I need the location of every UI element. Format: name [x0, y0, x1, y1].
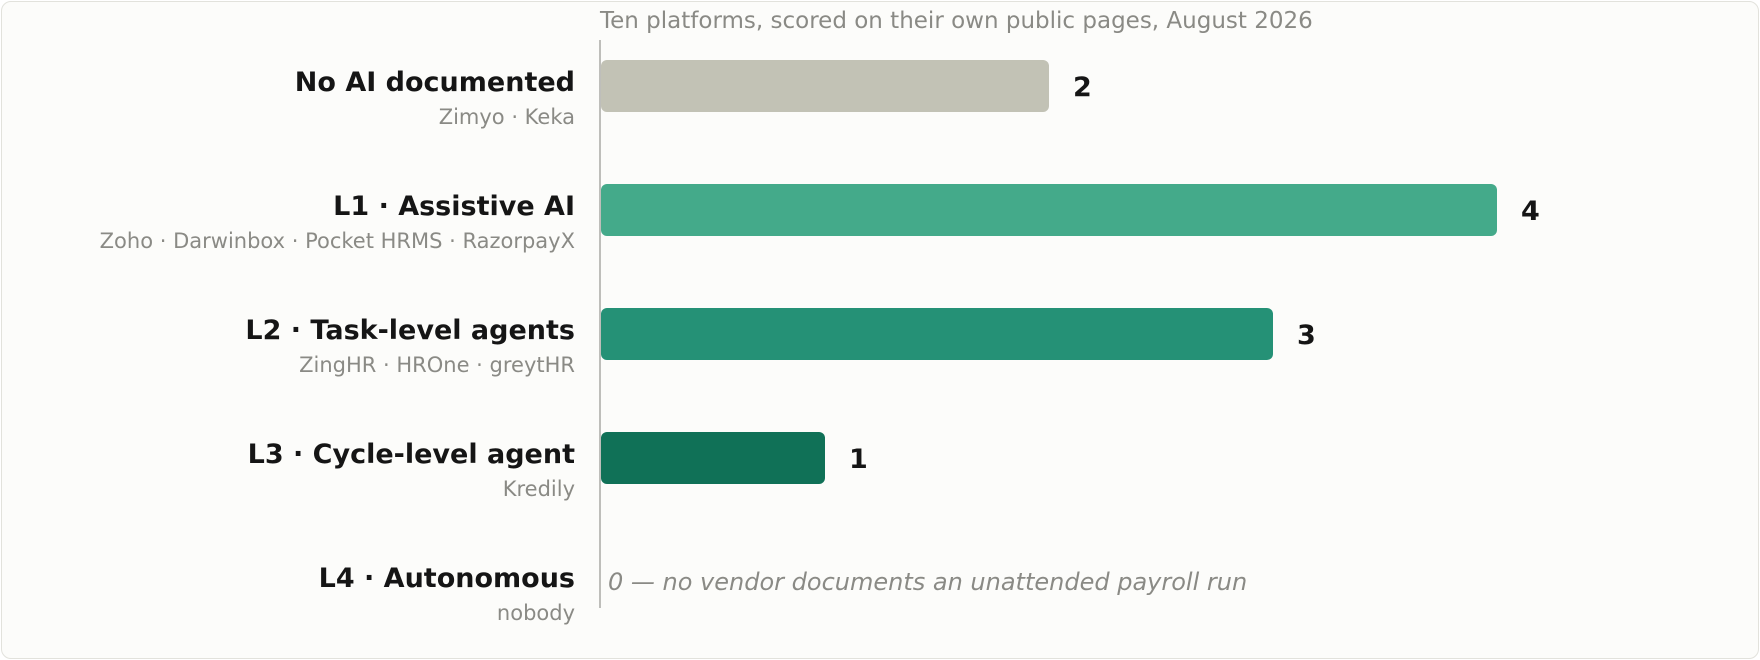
category-label: No AI documented: [295, 67, 575, 98]
category-vendors: Zoho · Darwinbox · Pocket HRMS · Razorpa…: [100, 229, 575, 253]
bar: [601, 60, 1049, 112]
category-vendors: ZingHR · HROne · greytHR: [299, 353, 575, 377]
bar: [601, 184, 1497, 236]
category-label: L1 · Assistive AI: [333, 191, 575, 222]
bar: [601, 308, 1273, 360]
bar: [601, 432, 825, 484]
category-label: L2 · Task-level agents: [245, 315, 575, 346]
value-label: 3: [1297, 320, 1316, 351]
value-label: 4: [1521, 196, 1540, 227]
bars-layer: No AI documented Zimyo · Keka 2 L1 · Assist…: [100, 60, 1540, 625]
value-label: 1: [849, 444, 868, 475]
category-label: L3 · Cycle-level agent: [248, 439, 575, 470]
chart-subtitle: Ten platforms, scored on their own publi…: [599, 8, 1313, 34]
category-vendors: nobody: [497, 601, 575, 625]
category-vendors: Zimyo · Keka: [439, 105, 575, 129]
category-label: L4 · Autonomous: [319, 563, 575, 594]
category-vendors: Kredily: [503, 477, 575, 501]
value-label: 2: [1073, 72, 1092, 103]
zero-value-note: 0 — no vendor documents an unattended pa…: [608, 568, 1247, 596]
